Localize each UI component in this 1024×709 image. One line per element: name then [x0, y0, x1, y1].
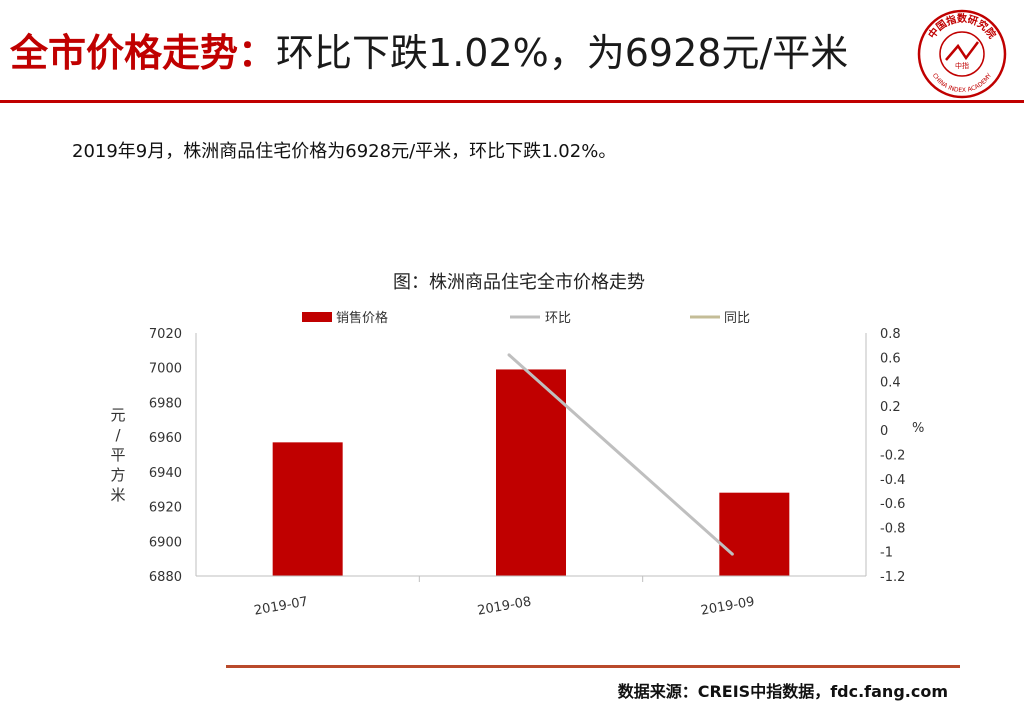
y2-tick-label: 0.8 [880, 327, 901, 342]
y2-tick-label: -1.2 [880, 570, 905, 585]
y-axis-left: 6880 6900 6920 6940 6960 6980 7000 7020 [149, 327, 197, 585]
y-axis-title-char: 方 [110, 466, 125, 484]
y2-tick-label: 0 [880, 424, 888, 439]
y2-axis-unit: % [912, 421, 924, 436]
y2-tick-label: 0.6 [880, 351, 901, 366]
y2-tick-label: -0.4 [880, 473, 905, 488]
y-tick-label: 7000 [149, 362, 182, 377]
title-divider [0, 100, 1024, 103]
bar-2019-07 [272, 442, 343, 576]
china-index-academy-seal-icon: 中国指数研究院 CHINA INDEX ACADEMY 中指 [917, 9, 1007, 99]
seal-center-text: 中指 [955, 61, 969, 70]
footer-divider [226, 665, 960, 668]
y-tick-label: 6940 [149, 466, 182, 481]
bar-series-price [272, 369, 790, 576]
y-tick-label: 7020 [149, 327, 182, 342]
legend-label-mom: 环比 [545, 311, 571, 326]
x-tick-label: 2019-07 [253, 594, 309, 618]
y-axis-title: 元 / 平方米 [110, 406, 125, 504]
line-series-mom [507, 353, 734, 556]
y-axis-right: 0.8 0.6 0.4 0.2 0 -0.2 -0.4 -0.6 -0.8 -1 -1.2 [865, 327, 905, 585]
y2-tick-label: -0.2 [880, 449, 905, 464]
page-title: 全市价格走势：环比下跌1.02%，为6928元/平米 [10, 22, 848, 82]
page-title-main: 环比下跌1.02%，为6928元/平米 [276, 31, 849, 75]
y2-tick-label: -1 [880, 546, 893, 561]
y-axis-title-char: / [115, 426, 121, 444]
data-source: 数据来源：CREIS中指数据，fdc.fang.com [617, 682, 948, 701]
bar-2019-09 [719, 492, 790, 576]
chart-legend: 销售价格 环比 同比 [302, 310, 750, 326]
y-axis-title-char: 米 [110, 486, 125, 504]
y-axis-title-char: 元 [110, 406, 125, 424]
y2-tick-label: 0.2 [880, 400, 901, 415]
x-tick-label: 2019-09 [700, 594, 756, 618]
legend-swatch-price [302, 312, 332, 322]
y2-tick-label: 0.4 [880, 376, 901, 391]
bar-2019-08 [496, 369, 566, 576]
line-mom-point [730, 552, 734, 556]
y2-tick-label: -0.6 [880, 497, 905, 512]
legend-label-yoy: 同比 [724, 311, 750, 326]
y-tick-label: 6900 [149, 535, 182, 550]
y-tick-label: 6880 [149, 570, 182, 585]
legend-label-price: 销售价格 [336, 310, 388, 326]
x-tick-label: 2019-08 [476, 594, 532, 618]
y2-tick-label: -0.8 [880, 521, 905, 536]
page-title-highlight: 全市价格走势： [10, 31, 277, 75]
y-tick-label: 6960 [149, 431, 182, 446]
x-axis: 2019-07 2019-08 2019-09 [196, 575, 866, 619]
line-mom-point [507, 353, 511, 357]
y-tick-label: 6980 [149, 396, 182, 411]
line-mom-path [508, 353, 734, 556]
chart-title: 图：株洲商品住宅全市价格走势 [393, 272, 645, 293]
summary-text: 2019年9月，株洲商品住宅价格为6928元/平米，环比下跌1.02%。 [72, 141, 617, 162]
y-axis-title-char: 平 [110, 446, 125, 464]
y-tick-label: 6920 [149, 501, 182, 516]
